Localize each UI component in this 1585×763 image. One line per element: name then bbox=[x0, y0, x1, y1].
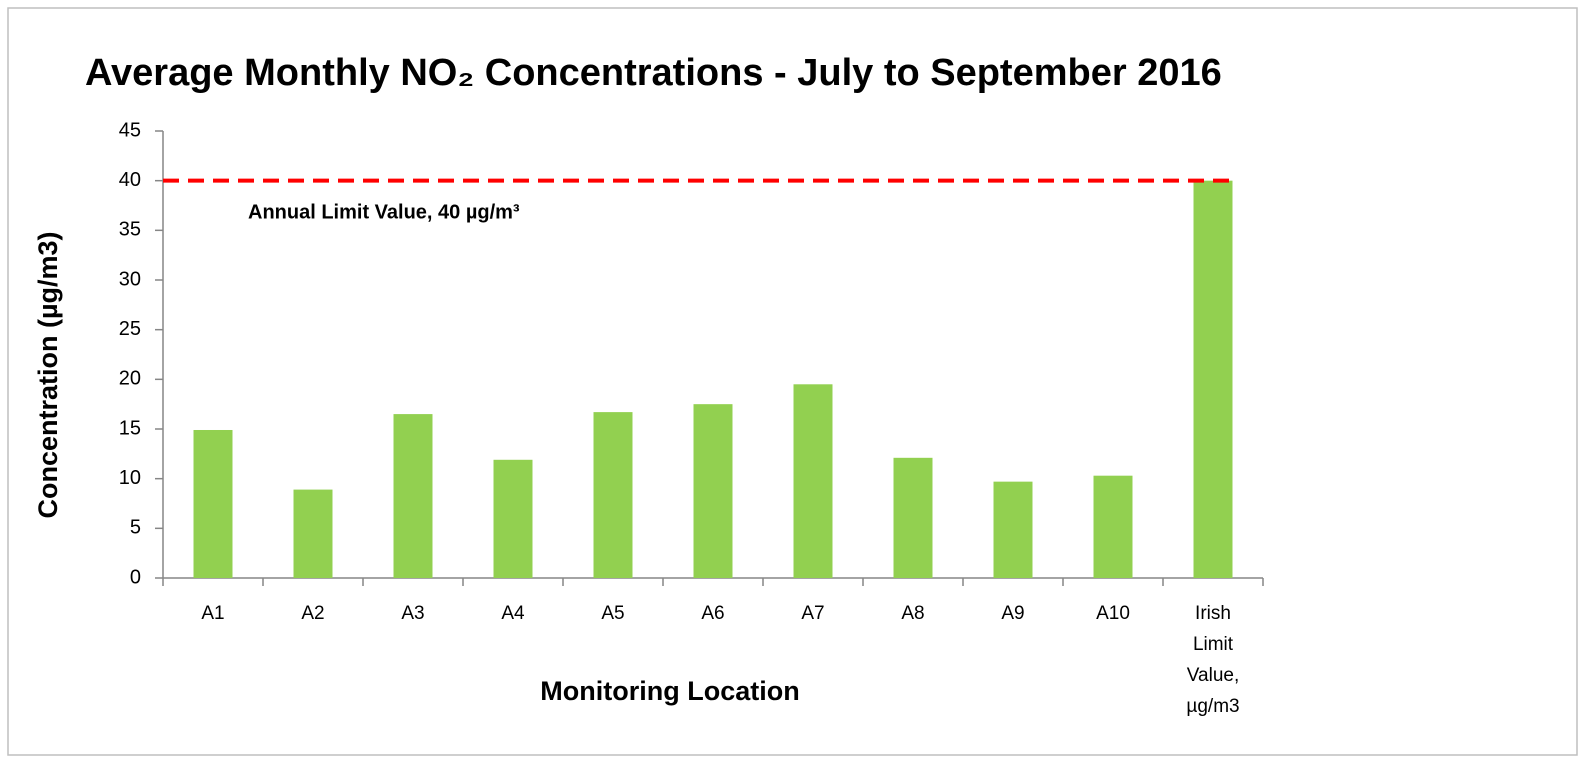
bar bbox=[1193, 180, 1233, 578]
y-tick-label: 25 bbox=[119, 318, 141, 340]
x-tick-label: A9 bbox=[1001, 603, 1025, 624]
y-tick-label: 10 bbox=[119, 467, 141, 489]
x-tick-label: A1 bbox=[201, 603, 225, 624]
bar bbox=[793, 384, 833, 578]
x-tick-label: A3 bbox=[401, 603, 425, 624]
y-tick-label: 20 bbox=[119, 368, 141, 390]
y-tick-label: 40 bbox=[119, 169, 141, 191]
y-tick-label: 5 bbox=[130, 517, 141, 539]
bar bbox=[493, 459, 533, 578]
bar bbox=[193, 429, 233, 578]
x-axis-title: Monitoring Location bbox=[540, 676, 799, 706]
bar bbox=[693, 404, 733, 578]
bar bbox=[593, 412, 633, 578]
x-tick-label: A6 bbox=[701, 603, 725, 624]
x-tick-label: A4 bbox=[501, 603, 525, 624]
chart-title: Average Monthly NO₂ Concentrations - Jul… bbox=[85, 52, 1222, 94]
x-tick-label: A8 bbox=[901, 603, 925, 624]
x-tick-label: A2 bbox=[301, 603, 325, 624]
y-tick-label: 45 bbox=[119, 119, 141, 141]
bar bbox=[993, 481, 1033, 578]
bar bbox=[393, 414, 433, 578]
annotation: Annual Limit Value, 40 µg/m³ bbox=[248, 201, 520, 223]
x-tick-label: A5 bbox=[601, 603, 625, 624]
chart-border bbox=[7, 7, 1578, 756]
y-tick-label: 30 bbox=[119, 268, 141, 290]
y-tick-label: 0 bbox=[130, 566, 141, 588]
x-tick-label: Irish Limit Value, µg/m3 bbox=[1186, 603, 1240, 717]
y-axis-title: Concentration (µg/m3) bbox=[33, 231, 63, 518]
y-tick-label: 35 bbox=[119, 219, 141, 241]
x-tick-label: A7 bbox=[801, 603, 825, 624]
bar bbox=[1093, 475, 1133, 578]
x-tick-label: A10 bbox=[1096, 603, 1130, 624]
bar bbox=[293, 489, 333, 578]
bar bbox=[893, 457, 933, 578]
y-tick-label: 15 bbox=[119, 417, 141, 439]
